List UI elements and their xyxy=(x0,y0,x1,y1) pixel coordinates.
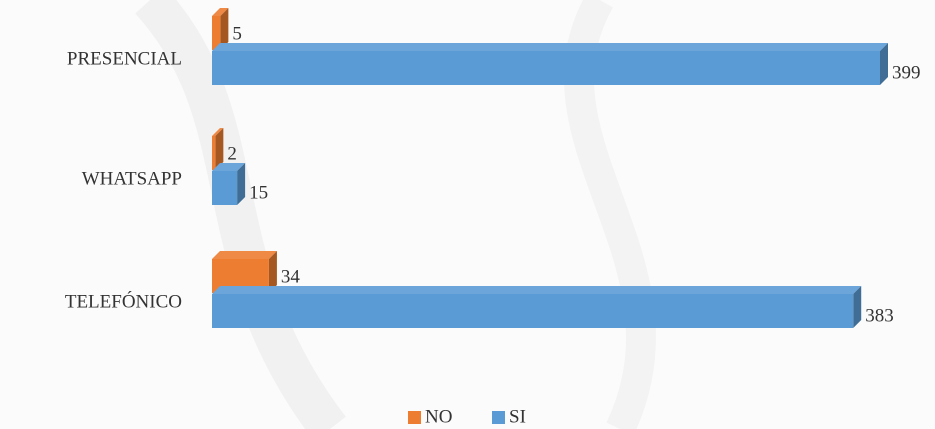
bar xyxy=(212,136,216,170)
value-label: 399 xyxy=(892,62,921,83)
value-label: 383 xyxy=(865,305,894,326)
bar-side xyxy=(215,128,224,170)
bar xyxy=(212,294,854,328)
legend-swatch xyxy=(408,411,421,424)
bar-side xyxy=(853,286,862,328)
bar xyxy=(212,16,221,50)
bar-side xyxy=(268,251,277,293)
bar-top xyxy=(212,251,277,259)
bar-top xyxy=(212,8,229,16)
legend-label: NO xyxy=(425,406,452,427)
value-label: 5 xyxy=(232,23,242,44)
bar xyxy=(212,51,880,85)
legend-swatch xyxy=(492,411,505,424)
bar-side xyxy=(220,8,229,50)
bar-side xyxy=(880,43,888,85)
bar-side xyxy=(237,163,246,205)
legend-label: SI xyxy=(509,406,526,427)
y-tick-label: WHATSAPP xyxy=(82,168,182,189)
value-label: 34 xyxy=(281,266,301,287)
bar-top xyxy=(212,43,888,51)
bar-top xyxy=(212,163,246,171)
value-label: 15 xyxy=(249,182,268,203)
y-tick-label: TELEFÓNICO xyxy=(65,290,182,312)
value-label: 2 xyxy=(227,143,237,164)
bar xyxy=(212,171,238,205)
bar-top xyxy=(212,128,224,136)
bar-top xyxy=(212,286,862,294)
y-tick-label: PRESENCIAL xyxy=(67,48,182,69)
